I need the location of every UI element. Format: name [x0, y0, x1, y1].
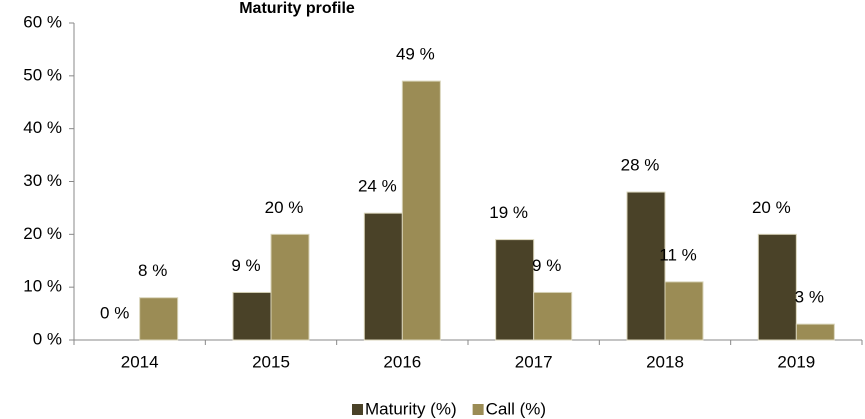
bar	[757, 233, 797, 341]
bar	[270, 233, 310, 341]
chart-title: Maturity profile	[239, 0, 355, 17]
value-label: 9 %	[532, 256, 561, 275]
value-label: 20 %	[752, 198, 791, 217]
value-label: 0 %	[100, 303, 129, 322]
bar	[495, 239, 535, 341]
bar	[363, 212, 403, 341]
y-tick-label: 40 %	[23, 118, 62, 137]
legend-label: Call (%)	[486, 399, 546, 418]
bar	[139, 297, 179, 341]
bar	[626, 191, 666, 341]
x-tick-label: 2016	[383, 352, 421, 371]
value-label: 49 %	[396, 45, 435, 64]
y-tick-label: 60 %	[23, 12, 62, 31]
value-label: 19 %	[489, 203, 528, 222]
value-label: 8 %	[138, 261, 167, 280]
value-label: 24 %	[358, 177, 397, 196]
legend-label: Maturity (%)	[365, 399, 457, 418]
y-tick-label: 30 %	[23, 171, 62, 190]
value-label: 28 %	[621, 156, 660, 175]
bar	[533, 291, 573, 341]
bar	[664, 281, 704, 341]
value-label: 9 %	[231, 256, 260, 275]
y-tick-label: 10 %	[23, 277, 62, 296]
legend-swatch	[472, 404, 484, 415]
y-tick-label: 50 %	[23, 65, 62, 84]
x-tick-label: 2019	[777, 352, 815, 371]
x-tick-label: 2014	[121, 352, 159, 371]
bar	[232, 291, 272, 341]
legend-swatch	[352, 404, 363, 415]
x-tick-label: 2018	[646, 352, 684, 371]
y-tick-label: 0 %	[33, 329, 62, 348]
value-label: 11 %	[659, 245, 697, 264]
value-label: 3 %	[795, 288, 824, 307]
bar	[795, 323, 835, 341]
bar	[401, 80, 441, 341]
y-tick-label: 20 %	[23, 224, 62, 243]
x-tick-label: 2017	[515, 352, 553, 371]
value-label: 20 %	[265, 198, 304, 217]
x-tick-label: 2015	[252, 352, 290, 371]
